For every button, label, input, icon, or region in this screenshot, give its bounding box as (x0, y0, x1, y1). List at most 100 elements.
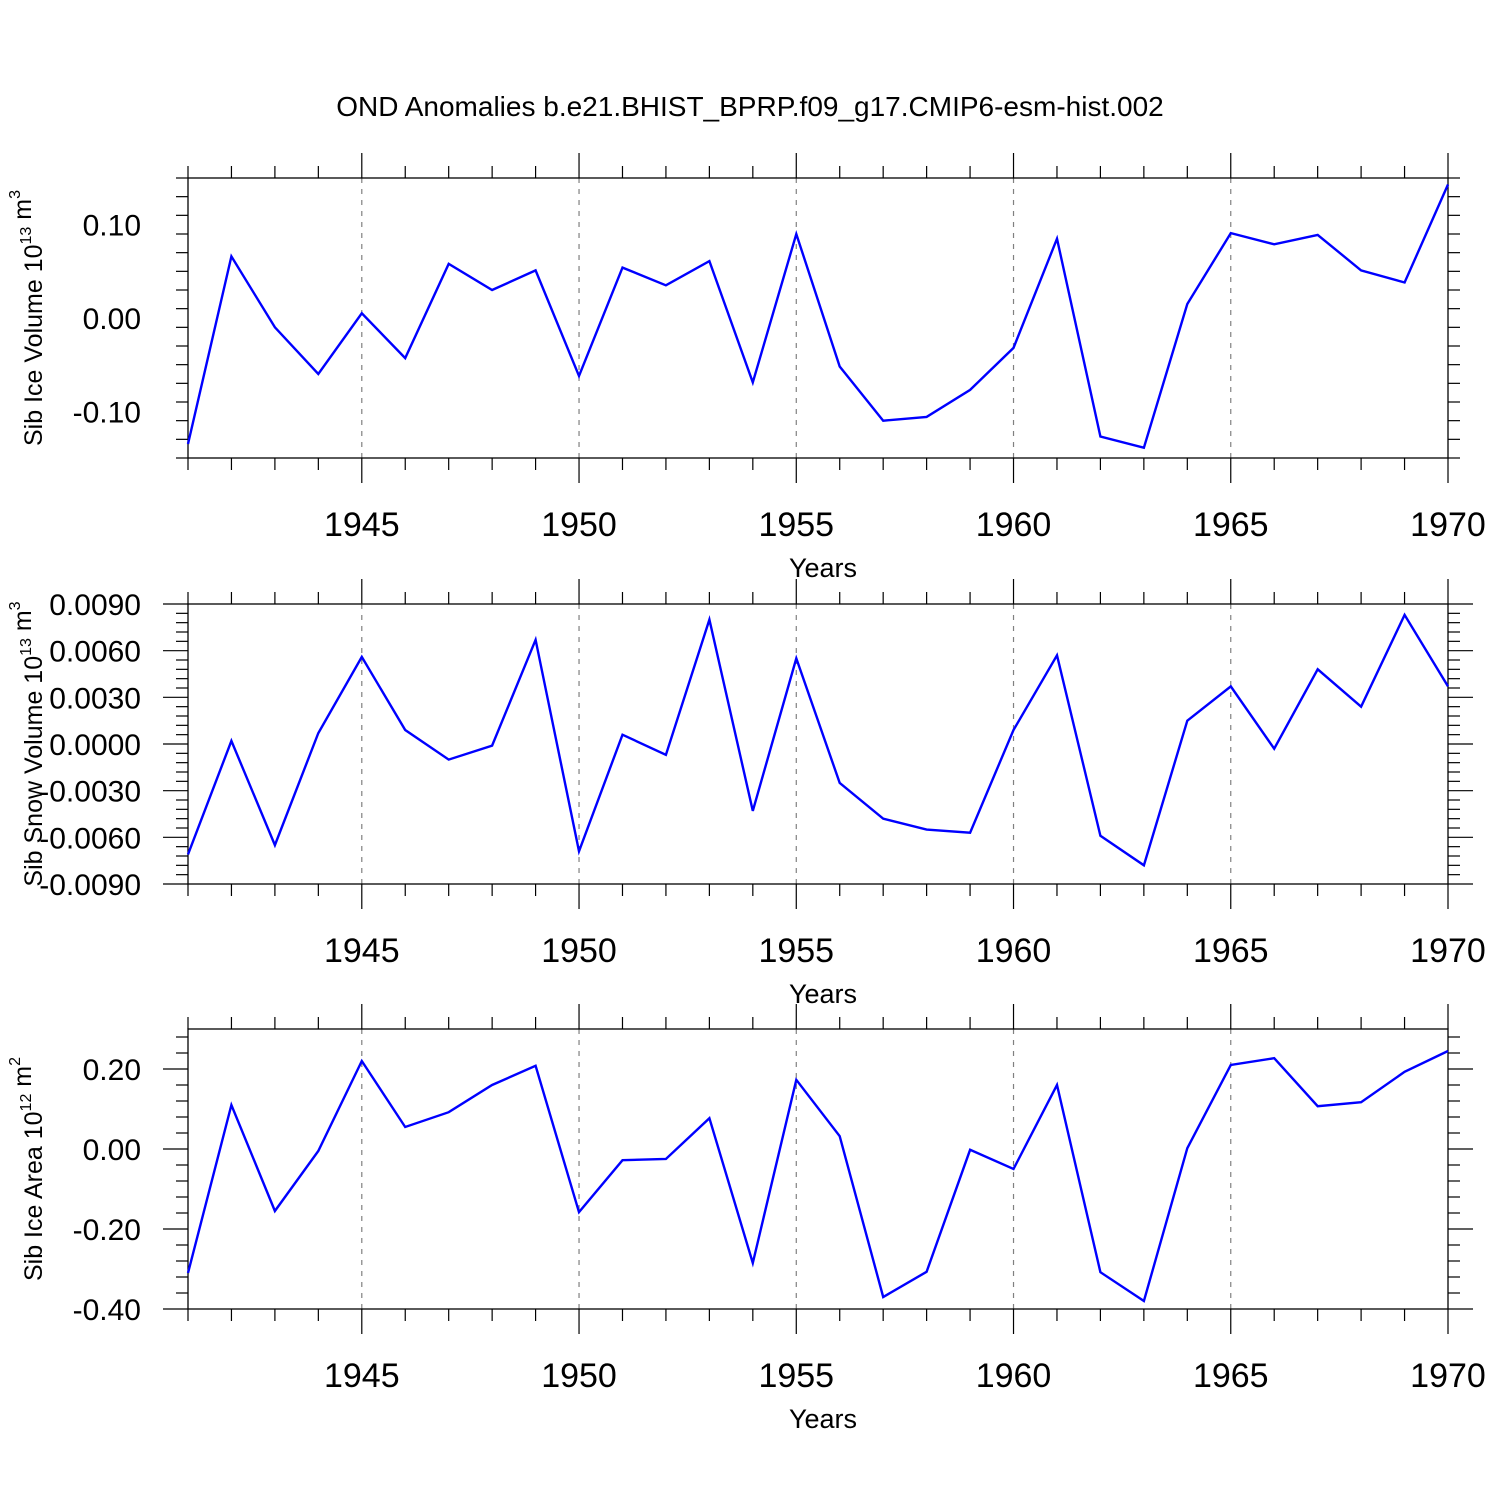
data-point (621, 266, 623, 268)
data-point (317, 1150, 319, 1152)
data-point (187, 443, 189, 445)
data-point (708, 618, 710, 620)
y-axis-title-part: 12 (18, 1094, 35, 1112)
data-point (447, 263, 449, 265)
data-point (1143, 447, 1145, 449)
data-point (274, 326, 276, 328)
y-tick-label: 0.0000 (49, 729, 141, 762)
y-axis-title-space (9, 631, 37, 638)
x-tick-label: 1970 (1410, 506, 1486, 544)
data-point (491, 1084, 493, 1086)
data-point (1403, 614, 1405, 616)
x-tick-label: 1970 (1410, 932, 1486, 970)
y-tick-label: -0.0030 (39, 776, 141, 809)
data-point (1273, 1057, 1275, 1059)
y-axis-title-part: 3 (7, 190, 24, 199)
y-axis-title-part: 13 (18, 638, 35, 656)
y-axis-title-part: 13 (18, 227, 35, 245)
y-tick-label: -0.0060 (39, 822, 141, 855)
x-tick-label: 1955 (758, 506, 834, 544)
y-axis-title-space (20, 1139, 48, 1146)
x-tick-label: 1970 (1410, 1357, 1486, 1395)
data-point (491, 289, 493, 291)
data-point (839, 1135, 841, 1137)
data-point (708, 260, 710, 262)
y-axis-title-part: m (9, 610, 37, 631)
y-tick-label: 0.20 (83, 1054, 141, 1087)
y-tick-label: 0.10 (83, 210, 141, 243)
x-tick-label: 1960 (976, 1357, 1052, 1395)
data-point (882, 419, 884, 421)
data-point (534, 1065, 536, 1067)
y-tick-label: -0.40 (73, 1294, 141, 1327)
data-point (578, 1211, 580, 1213)
x-axis-title: Years (789, 1404, 857, 1434)
data-point (230, 255, 232, 257)
data-point (665, 754, 667, 756)
y-axis-title-part: Sib Ice Volume (20, 279, 48, 446)
data-point (491, 744, 493, 746)
data-point (1056, 1084, 1058, 1086)
x-tick-label: 1965 (1193, 932, 1269, 970)
data-point (361, 1060, 363, 1062)
x-tick-label: 1960 (976, 932, 1052, 970)
data-point (1447, 183, 1449, 185)
data-point (1230, 685, 1232, 687)
data-point (752, 1262, 754, 1264)
x-tick-label: 1955 (758, 932, 834, 970)
sib-ice-area-series-line (186, 1049, 1449, 1303)
x-tick-label: 1945 (324, 932, 400, 970)
y-tick-label: -0.10 (73, 396, 141, 429)
data-point (1316, 1105, 1318, 1107)
data-point (361, 656, 363, 658)
data-point (1360, 705, 1362, 707)
y-axis-title-part: Sib Snow Volume (20, 691, 48, 887)
x-tick-label: 1965 (1193, 506, 1269, 544)
data-point (882, 1296, 884, 1298)
data-point (187, 853, 189, 855)
data-point (621, 1159, 623, 1161)
y-axis-title-part: 10 (20, 244, 48, 272)
data-point (578, 850, 580, 852)
data-point (621, 733, 623, 735)
x-tick-label: 1960 (976, 506, 1052, 544)
y-axis-title: Sib Ice Area 1012 m2 (7, 1057, 48, 1281)
data-point (839, 782, 841, 784)
data-point (1403, 281, 1405, 283)
data-point (665, 284, 667, 286)
y-tick-label: 0.00 (83, 303, 141, 336)
data-point (1360, 1101, 1362, 1103)
sib-ice-area-panel: -0.40 -0.20 0.00 0.20 1945 1950 1955 1960 1965 19… (7, 1004, 1486, 1434)
x-tick-label: 1950 (541, 1357, 617, 1395)
data-point (1099, 1271, 1101, 1273)
data-point (230, 1104, 232, 1106)
data-point (1230, 1064, 1232, 1066)
y-tick-label: 0.00 (83, 1134, 141, 1167)
data-point (752, 381, 754, 383)
y-axis-title: Sib Ice Volume 1013 m3 (7, 190, 48, 446)
data-point (317, 732, 319, 734)
x-axis-title: Years (789, 553, 857, 583)
data-point (969, 1149, 971, 1151)
y-axis-title-space (20, 684, 48, 691)
plot-frame (187, 177, 1449, 459)
data-point (1447, 685, 1449, 687)
data-point (969, 389, 971, 391)
data-point (1143, 1300, 1145, 1302)
data-point (1403, 1071, 1405, 1073)
sib-ice-volume-series-line (186, 184, 1450, 450)
plot-frame (187, 1028, 1449, 1310)
data-point (925, 1271, 927, 1273)
y-axis-title-space (20, 272, 48, 279)
y-axis-title-part: m (9, 199, 37, 220)
data-point (1012, 729, 1014, 731)
data-point (969, 831, 971, 833)
y-axis-title-part: m (9, 1066, 37, 1087)
data-point (1360, 269, 1362, 271)
data-point (1186, 719, 1188, 721)
x-tick-label: 1950 (541, 932, 617, 970)
data-point (1316, 668, 1318, 670)
data-point (447, 758, 449, 760)
data-point (404, 729, 406, 731)
